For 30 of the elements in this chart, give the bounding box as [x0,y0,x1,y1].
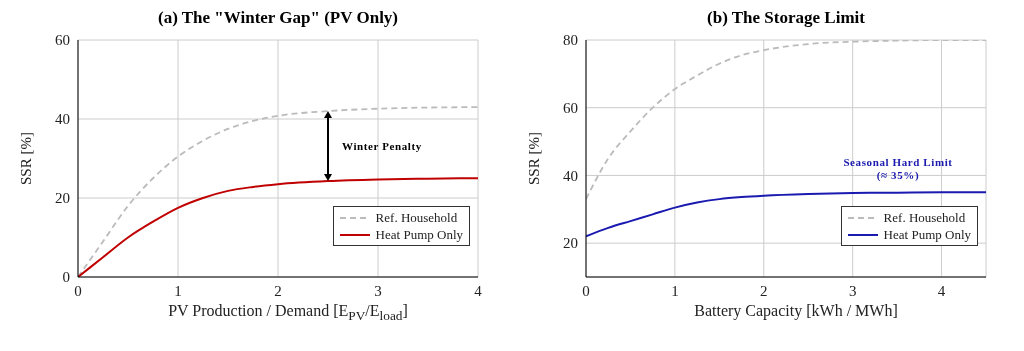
legend-label: Heat Pump Only [375,226,463,243]
y-tick-label: 40 [55,111,70,128]
x-axis-title: Battery Capacity [kWh / MWh] [693,302,899,320]
x-tick-label: 0 [74,282,82,299]
x-tick-label: 4 [937,282,946,299]
y-tick-label: 60 [55,32,70,49]
x-tick-label: 3 [374,282,382,299]
y-tick-label: 40 [563,167,578,184]
legend-label: Heat Pump Only [883,226,971,243]
y-tick-label: 20 [563,235,578,252]
x-tick-label: 4 [474,282,483,299]
y-tick-label: 20 [55,190,70,207]
x-tick-label: 0 [582,282,590,299]
x-tick-label: 1 [174,282,182,299]
x-tick-label: 1 [671,282,679,299]
annotation: Seasonal Hard Limit (≈ 35%) [843,155,953,182]
chart-title: (a) The "Winter Gap" (PV Only) [156,8,400,29]
legend-label: Ref. Household [883,209,966,226]
y-tick-label: 80 [563,32,578,49]
x-tick-label: 3 [848,282,857,299]
y-tick-label: 60 [563,100,578,117]
y-axis-title: SSR [%] [18,132,35,185]
x-tick-label: 2 [274,282,282,299]
annotation: Winter Penalty [342,140,422,153]
y-tick-label: 0 [62,269,70,286]
legend-label: Ref. Household [375,209,458,226]
chart-title: (b) The Storage Limit [706,8,866,29]
y-axis-title: SSR [%] [526,132,543,185]
x-axis-title: PV Production / Demand [E$_{PV}$/E$_{load}$] [167,302,409,325]
x-tick-label: 2 [760,282,768,299]
